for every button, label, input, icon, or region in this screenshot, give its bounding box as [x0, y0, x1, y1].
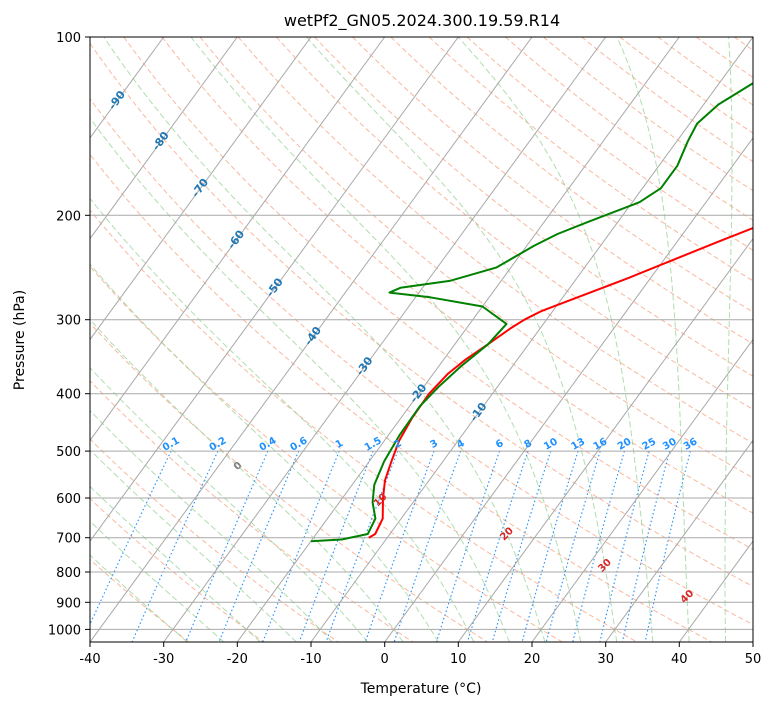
x-tick-label: 0 — [381, 652, 389, 667]
y-tick-label: 500 — [56, 445, 81, 460]
x-tick-label: 40 — [671, 652, 688, 667]
x-tick-label: 30 — [597, 652, 614, 667]
x-axis-label: Temperature (°C) — [360, 681, 482, 697]
y-tick-label: 800 — [56, 566, 81, 581]
y-axis-label: Pressure (hPa) — [12, 290, 28, 390]
x-tick-label: -20 — [227, 652, 248, 667]
x-tick-label: -10 — [300, 652, 321, 667]
y-tick-label: 100 — [56, 31, 81, 46]
y-tick-label: 600 — [56, 492, 81, 507]
y-tick-label: 200 — [56, 209, 81, 224]
x-tick-label: 10 — [450, 652, 467, 667]
x-tick-label: -30 — [153, 652, 174, 667]
y-tick-label: 700 — [56, 532, 81, 547]
y-tick-label: 1000 — [48, 623, 81, 638]
y-tick-label: 400 — [56, 388, 81, 403]
x-tick-label: 50 — [745, 652, 762, 667]
x-tick-label: -40 — [79, 652, 100, 667]
chart-title: wetPf2_GN05.2024.300.19.59.R14 — [284, 11, 560, 31]
y-tick-label: 300 — [56, 314, 81, 329]
x-tick-label: 20 — [524, 652, 541, 667]
y-tick-label: 900 — [56, 596, 81, 611]
